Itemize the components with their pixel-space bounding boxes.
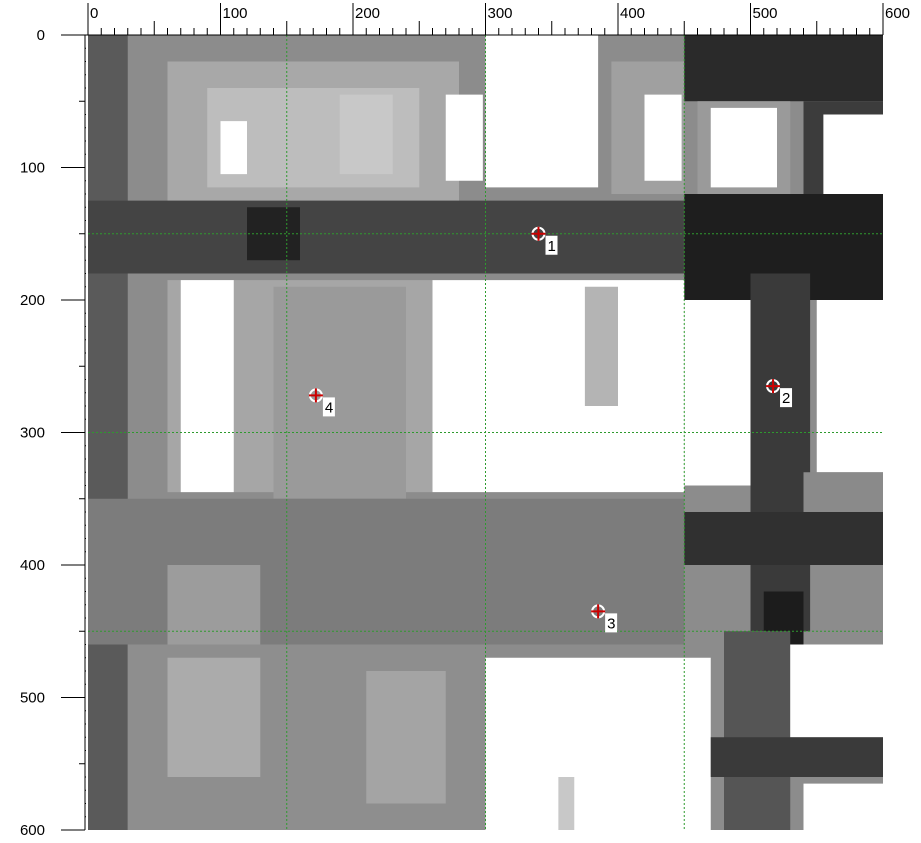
- ruler-label: 200: [20, 292, 45, 309]
- ruler-label: 400: [620, 5, 645, 22]
- ruler-label: 500: [20, 690, 45, 707]
- marker-label: 4: [325, 399, 333, 416]
- ruler-label: 0: [90, 5, 98, 22]
- ruler-label: 600: [885, 5, 910, 22]
- marker-label: 3: [607, 615, 615, 632]
- ruler-label: 0: [37, 27, 45, 44]
- marker-label: 1: [548, 238, 556, 255]
- ruler-label: 600: [20, 822, 45, 839]
- ruler-label: 300: [20, 425, 45, 442]
- ruler-label: 200: [355, 5, 380, 22]
- marker-label: 2: [782, 390, 790, 407]
- ruler-label: 500: [753, 5, 778, 22]
- ruler-label: 100: [20, 160, 45, 177]
- image-viewer: 0 100 200 300 400 500 600 0 100 200 300 400 500 600 1…: [0, 0, 921, 843]
- ruler-label: 300: [488, 5, 513, 22]
- ruler-label: 400: [20, 557, 45, 574]
- ruler-label: 100: [223, 5, 248, 22]
